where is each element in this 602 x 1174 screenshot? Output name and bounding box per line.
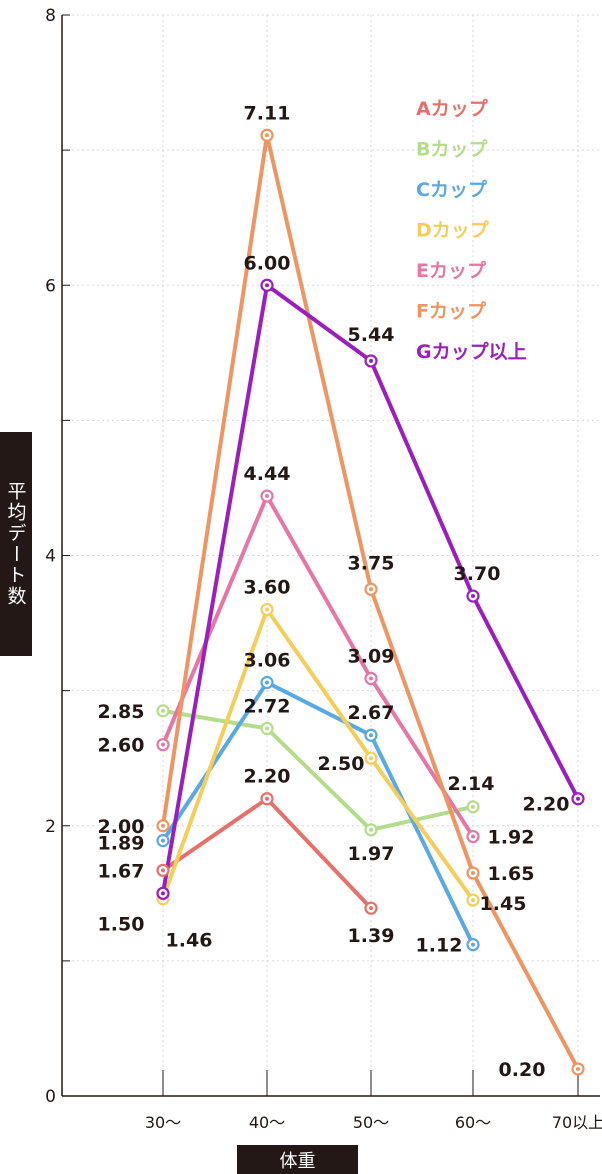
data-label: 1.46 (166, 930, 213, 952)
data-label: 3.75 (348, 552, 395, 574)
data-point-center (369, 906, 373, 911)
data-label: 7.11 (244, 102, 291, 124)
data-point-center (471, 594, 475, 599)
y-tick-label: 2 (45, 817, 56, 837)
data-label: 2.85 (98, 701, 145, 723)
x-tick-label: 40～ (249, 1113, 285, 1132)
legend-item: Eカップ (416, 259, 487, 282)
data-point-center (265, 680, 269, 685)
data-label: 1.12 (416, 935, 463, 957)
data-point-center (265, 494, 269, 499)
x-tick-label: 50～ (353, 1113, 389, 1132)
data-label: 2.00 (98, 816, 145, 838)
data-point-center (369, 827, 373, 832)
data-label: 3.06 (244, 650, 291, 672)
y-axis-title: 平均デート数 (4, 481, 27, 607)
data-label: 3.70 (454, 563, 501, 585)
data-point-center (161, 891, 165, 896)
data-label: 2.60 (98, 735, 145, 757)
series-line (161, 494, 475, 838)
legend-item: Cカップ (416, 178, 488, 201)
data-point-center (471, 834, 475, 839)
data-label: 2.50 (318, 753, 365, 775)
data-label: 4.44 (244, 463, 291, 485)
data-label: 1.89 (98, 833, 145, 855)
data-point-center (471, 871, 475, 876)
x-axis-title: 体重 (279, 1150, 316, 1172)
data-point-center (265, 607, 269, 612)
y-axis-title-box: 平均デート数 (0, 432, 32, 656)
data-point-center (576, 1066, 580, 1071)
series-line (161, 680, 475, 946)
legend-item: Gカップ以上 (416, 340, 527, 363)
data-label: 1.97 (348, 843, 395, 865)
data-label: 1.67 (98, 860, 145, 882)
data-label: 3.60 (244, 577, 291, 599)
data-point-center (161, 838, 165, 843)
data-point-center (369, 756, 373, 761)
y-tick-label: 6 (45, 276, 56, 296)
data-point-center (369, 358, 373, 363)
legend-item: Bカップ (416, 138, 488, 161)
data-label: 2.72 (244, 695, 291, 717)
data-label: 2.14 (448, 773, 495, 795)
y-tick-label: 8 (45, 6, 56, 26)
data-point-center (369, 587, 373, 592)
legend-item: Fカップ (416, 300, 487, 323)
data-point-center (369, 676, 373, 681)
data-point-center (471, 804, 475, 809)
data-label: 1.45 (480, 893, 527, 915)
legend-item: Aカップ (416, 97, 489, 120)
data-point-center (161, 708, 165, 713)
x-axis-title-box: 体重 (237, 1145, 358, 1174)
series-line (162, 708, 474, 832)
data-label: 2.20 (523, 794, 570, 816)
data-point-center (576, 796, 580, 801)
data-label: 1.65 (488, 863, 535, 885)
data-point-center (471, 942, 475, 947)
x-tick-label: 30～ (145, 1113, 181, 1132)
legend-item: Dカップ (416, 219, 490, 242)
y-tick-label: 0 (45, 1087, 56, 1107)
data-label: 1.39 (348, 925, 395, 947)
data-label: 5.44 (348, 324, 395, 346)
data-label: 1.50 (98, 913, 145, 935)
data-point-center (471, 898, 475, 903)
y-tick-label: 4 (45, 547, 56, 567)
data-label: 2.20 (244, 766, 291, 788)
data-point-center (369, 733, 373, 738)
data-label: 1.92 (488, 827, 535, 849)
data-point-center (265, 133, 269, 138)
data-label: 0.20 (499, 1059, 546, 1081)
series-line (161, 607, 475, 902)
data-point-center (265, 283, 269, 288)
data-point-center (265, 796, 269, 801)
data-label: 6.00 (244, 252, 291, 274)
data-point-center (265, 726, 269, 731)
x-tick-label: 70以上 (552, 1113, 602, 1132)
data-point-center (161, 823, 165, 828)
data-label: 2.67 (348, 702, 395, 724)
data-label: 3.09 (348, 645, 395, 667)
data-point-center (161, 868, 165, 873)
data-point-center (161, 742, 165, 747)
x-tick-label: 60～ (455, 1113, 491, 1132)
